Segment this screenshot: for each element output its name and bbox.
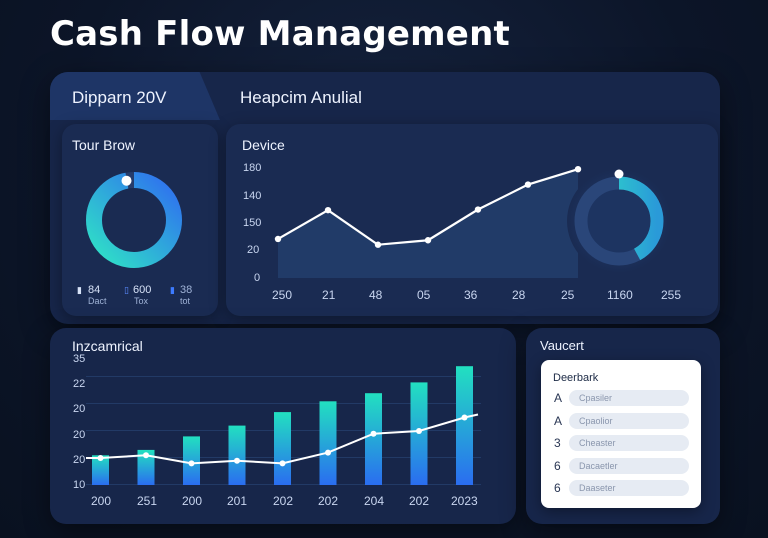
device-xtick: 28 <box>512 288 526 302</box>
side-panel-title: Deerbark <box>553 372 599 384</box>
device-xtick: 1160 <box>607 288 633 302</box>
trend-point <box>461 414 468 421</box>
trend-point <box>143 452 149 459</box>
bottom-bar-chart <box>86 366 481 485</box>
bar <box>456 366 473 485</box>
row-key: 6 <box>554 481 561 495</box>
stat-3-label: tot <box>180 296 191 306</box>
trend-point <box>279 460 286 467</box>
device-point <box>374 241 382 248</box>
trend-point <box>188 460 195 467</box>
donut-handle <box>121 175 132 186</box>
device-point <box>524 181 532 188</box>
bottom-xtick: 202 <box>318 494 339 508</box>
header-tab-active[interactable] <box>50 72 220 120</box>
device-ytick: 0 <box>254 272 261 284</box>
trend-point <box>325 449 331 456</box>
bottom-ytick: 20 <box>73 429 86 441</box>
header-right-label[interactable]: Heapcim Anulial <box>240 88 362 107</box>
bar <box>365 393 382 485</box>
row-item[interactable]: Daaseter <box>569 480 689 496</box>
row-item[interactable]: Dacaetler <box>569 458 689 474</box>
device-xtick: 255 <box>661 288 682 302</box>
device-ytick: 150 <box>243 217 262 229</box>
device-line-chart <box>274 166 582 278</box>
bottom-chart-title: Inzcamrical <box>72 338 143 354</box>
row-key: A <box>554 414 563 428</box>
row-key: 3 <box>554 436 561 450</box>
stat-2-icon: ▯ <box>124 285 129 295</box>
gauge-handle <box>614 169 624 179</box>
bottom-xtick: 202 <box>409 494 430 508</box>
donut-card-title: Tour Brow <box>72 137 136 153</box>
stat-1-icon: ▮ <box>77 285 82 295</box>
side-panel: Deerbark A Cpasiler A Cpaolior 3 Cheaste… <box>541 360 701 508</box>
device-point <box>274 235 282 243</box>
page-title: Cash Flow Management <box>50 14 510 54</box>
device-ytick: 140 <box>243 190 262 202</box>
stat-2-label: Tox <box>134 296 149 306</box>
bottom-xtick: 200 <box>91 494 112 508</box>
bottom-xtick: 202 <box>273 494 294 508</box>
stat-1-value: 84 <box>88 284 101 296</box>
stat-1-label: Dact <box>88 296 107 306</box>
device-xtick: 21 <box>322 288 336 302</box>
device-xtick: 48 <box>369 288 383 302</box>
trend-point <box>97 455 104 461</box>
trend-point <box>234 457 240 464</box>
bottom-ytick: 20 <box>73 403 86 415</box>
bottom-xtick: 200 <box>182 494 203 508</box>
device-ytick: 180 <box>243 162 262 174</box>
bar <box>319 401 337 485</box>
device-card-title: Device <box>242 137 285 153</box>
bottom-xtick: 204 <box>364 494 385 508</box>
bottom-xtick: 251 <box>137 494 158 508</box>
device-gauge <box>567 169 671 273</box>
stat-3-icon: ▮ <box>170 285 175 295</box>
gauge-ring <box>574 176 664 266</box>
bottom-ytick: 35 <box>73 353 86 365</box>
device-point <box>574 166 582 173</box>
donut-ring <box>86 172 182 268</box>
device-point <box>424 237 432 244</box>
bottom-xtick: 2023 <box>451 494 478 508</box>
stat-2-value: 600 <box>133 284 152 296</box>
bar <box>274 412 291 485</box>
bar <box>137 449 155 485</box>
header-left-label[interactable]: Dipparn 20V <box>72 88 167 107</box>
bar <box>92 455 109 485</box>
row-item[interactable]: Cpaolior <box>569 413 689 429</box>
bottom-ytick: 10 <box>73 479 86 491</box>
trend-point <box>370 430 377 437</box>
row-item[interactable]: Cheaster <box>569 435 689 451</box>
row-item[interactable]: Cpasiler <box>569 390 689 406</box>
bar <box>228 425 246 485</box>
bottom-ytick: 20 <box>73 454 86 466</box>
row-key: A <box>554 391 563 405</box>
device-ytick: 20 <box>247 244 260 256</box>
device-point <box>324 206 332 214</box>
side-card-title: Vaucert <box>540 338 584 353</box>
donut-chart <box>86 172 182 268</box>
device-xtick: 36 <box>464 288 478 302</box>
stat-3-value: 38 <box>180 284 193 296</box>
row-key: 6 <box>554 459 561 473</box>
device-point <box>474 206 482 213</box>
bottom-ytick: 22 <box>73 378 86 390</box>
bottom-xtick: 201 <box>227 494 248 508</box>
device-area <box>278 169 578 278</box>
device-xtick: 250 <box>272 288 293 302</box>
device-xtick: 05 <box>417 288 431 302</box>
device-xtick: 25 <box>561 288 575 302</box>
trend-point <box>416 428 422 434</box>
